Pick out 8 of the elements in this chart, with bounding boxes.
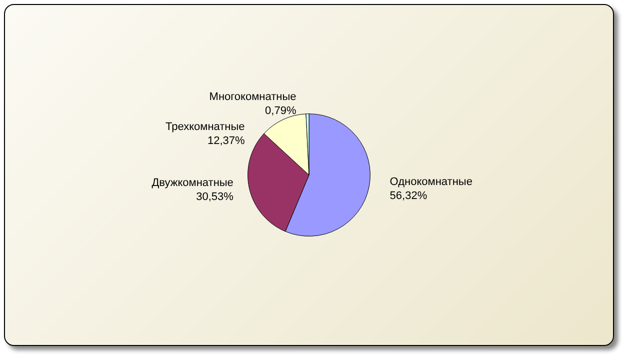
data-label: 12,37% [207, 134, 246, 147]
slice-label: Двужкомнатные [152, 177, 234, 190]
data-label: 30,53% [196, 191, 234, 204]
data-label: 0,79% [265, 104, 296, 117]
slice-label: Однокомнатные [390, 176, 472, 188]
slice-label: Трехкомнатные [165, 120, 245, 133]
data-label: 56,32% [390, 190, 428, 202]
slice-label: Многокомнатные [209, 90, 296, 103]
